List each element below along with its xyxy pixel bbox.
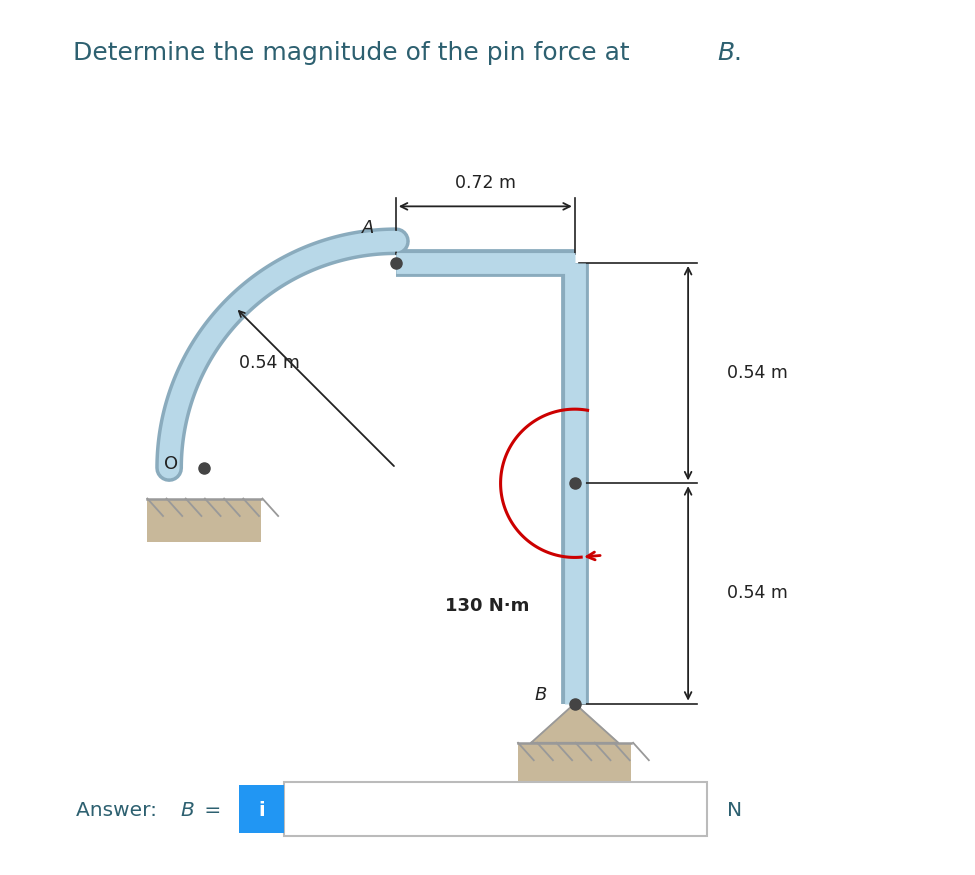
Bar: [147, 499, 260, 542]
Bar: [518, 743, 632, 782]
Text: B: B: [180, 802, 194, 820]
Text: Determine the magnitude of the pin force at: Determine the magnitude of the pin force…: [73, 40, 638, 65]
Text: 0.54 m: 0.54 m: [239, 354, 300, 373]
Text: 0.54 m: 0.54 m: [727, 364, 788, 382]
Text: 130 N·m: 130 N·m: [446, 597, 529, 614]
Text: O: O: [164, 455, 177, 472]
Polygon shape: [531, 704, 618, 743]
Text: A: A: [362, 219, 374, 237]
Text: Answer:: Answer:: [76, 802, 163, 820]
FancyBboxPatch shape: [239, 785, 285, 833]
Text: i: i: [258, 802, 265, 820]
FancyBboxPatch shape: [285, 782, 707, 836]
Text: B: B: [718, 40, 735, 65]
Text: 0.72 m: 0.72 m: [454, 174, 516, 192]
Text: N: N: [727, 802, 743, 820]
Text: 0.54 m: 0.54 m: [727, 584, 788, 602]
Text: B: B: [534, 686, 547, 704]
Text: =: =: [198, 802, 221, 820]
Text: .: .: [733, 40, 741, 65]
